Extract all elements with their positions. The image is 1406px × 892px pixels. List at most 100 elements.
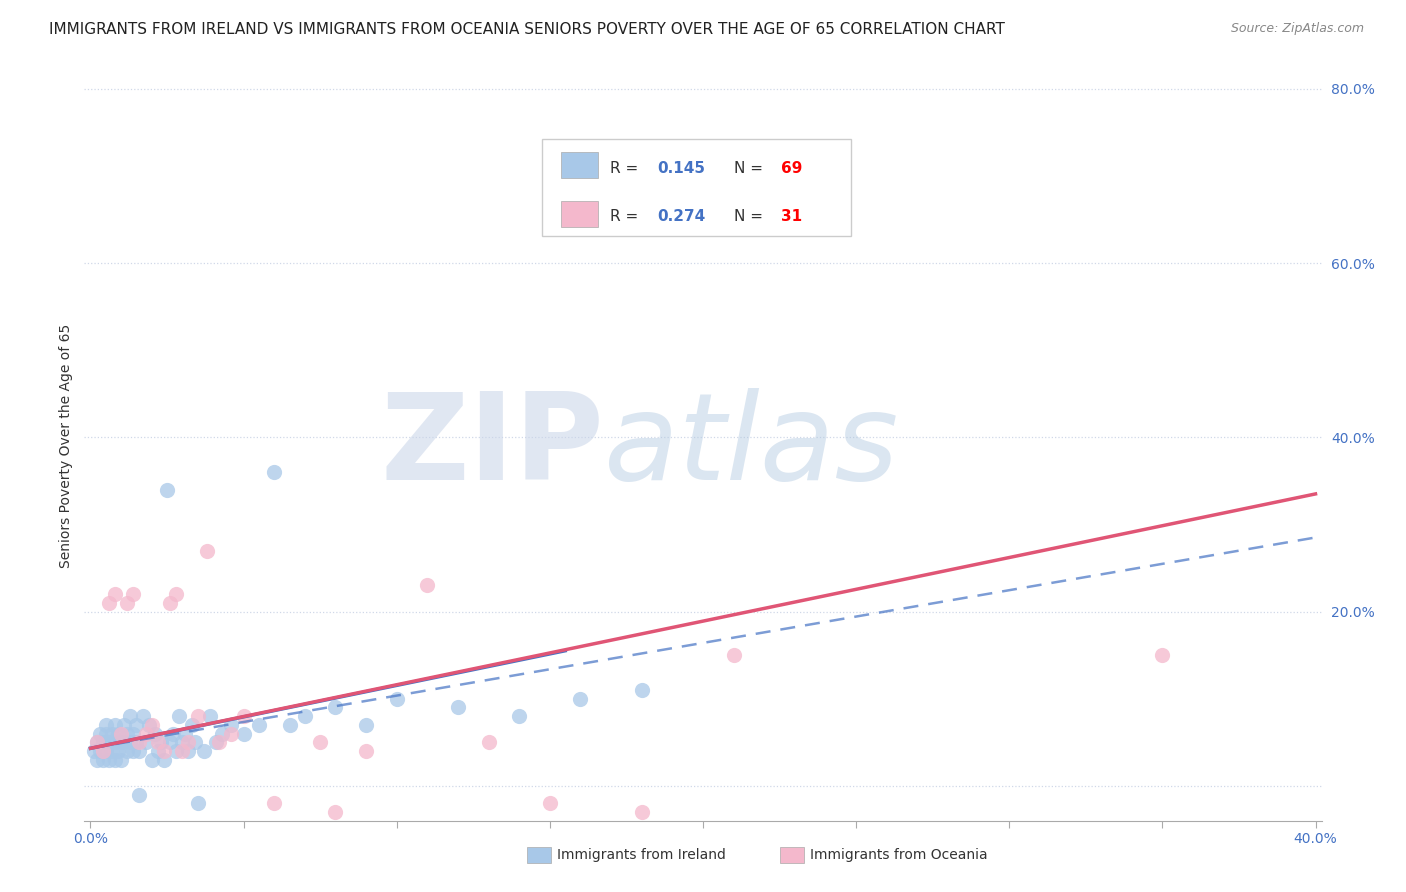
Point [153,753,176,767]
Point [107,726,129,740]
Point [247,718,270,732]
Text: atlas: atlas [605,387,900,505]
Point [104,735,127,749]
Point [508,709,530,723]
Point [538,796,561,810]
Point [149,735,172,749]
Point [208,735,231,749]
Point [416,578,439,592]
Point [125,718,148,732]
Point [263,465,285,479]
Point [156,483,179,497]
Text: Immigrants from Ireland: Immigrants from Ireland [557,848,725,863]
Bar [561,201,598,227]
Point [162,726,184,740]
Point [112,735,135,749]
FancyBboxPatch shape [543,139,852,236]
Point [187,796,209,810]
Point [122,587,145,601]
Point [110,753,132,767]
Point [174,726,197,740]
Point [131,709,153,723]
Point [263,796,285,810]
Point [180,718,202,732]
Point [177,744,200,758]
Point [112,718,135,732]
Y-axis label: Seniors Poverty Over the Age of 65: Seniors Poverty Over the Age of 65 [59,324,73,568]
Point [309,735,332,749]
Point [115,744,138,758]
Point [110,726,132,740]
Text: IMMIGRANTS FROM IRELAND VS IMMIGRANTS FROM OCEANIA SENIORS POVERTY OVER THE AGE : IMMIGRANTS FROM IRELAND VS IMMIGRANTS FR… [49,22,1005,37]
Point [91,744,114,758]
Point [104,718,127,732]
Point [193,744,215,758]
Point [354,744,377,758]
Point [447,700,470,714]
Point [135,726,157,740]
Point [205,735,228,749]
Point [211,726,233,740]
Point [97,596,120,610]
Text: 31: 31 [780,210,801,224]
Point [120,709,142,723]
Text: Immigrants from Oceania: Immigrants from Oceania [810,848,987,863]
Point [138,718,160,732]
Point [630,682,652,697]
Point [195,543,218,558]
Point [89,726,111,740]
Point [94,718,117,732]
Point [91,753,114,767]
Point [221,718,243,732]
Point [159,596,181,610]
Text: N =: N = [734,161,768,176]
Point [169,709,191,723]
Point [325,700,347,714]
Point [115,596,138,610]
Point [221,726,243,740]
Point [232,726,254,740]
Point [94,726,117,740]
Point [187,709,209,723]
Point [325,805,347,819]
Point [83,744,105,758]
Point [165,587,187,601]
Text: R =: R = [610,210,644,224]
Point [354,718,377,732]
Text: 69: 69 [780,161,803,176]
Point [478,735,501,749]
Point [128,788,150,802]
Point [125,735,148,749]
Point [278,718,301,732]
Point [122,726,145,740]
Point [153,744,176,758]
Point [232,709,254,723]
Point [172,735,194,749]
Point [172,744,194,758]
Point [165,744,187,758]
Point [101,744,124,758]
Text: 0.145: 0.145 [657,161,706,176]
Point [141,718,163,732]
Point [86,735,108,749]
Point [146,744,169,758]
Point [89,744,111,758]
Point [1152,648,1174,662]
Point [86,735,108,749]
Point [97,735,120,749]
Text: R =: R = [610,161,644,176]
Point [104,753,127,767]
Point [86,753,108,767]
Text: ZIP: ZIP [380,387,605,505]
Bar [561,152,598,178]
Point [135,735,157,749]
Point [110,735,132,749]
Point [183,735,205,749]
Point [115,726,138,740]
Point [107,744,129,758]
Point [630,805,652,819]
Point [104,587,127,601]
Point [122,744,145,758]
Text: 0.274: 0.274 [657,210,706,224]
Point [120,735,142,749]
